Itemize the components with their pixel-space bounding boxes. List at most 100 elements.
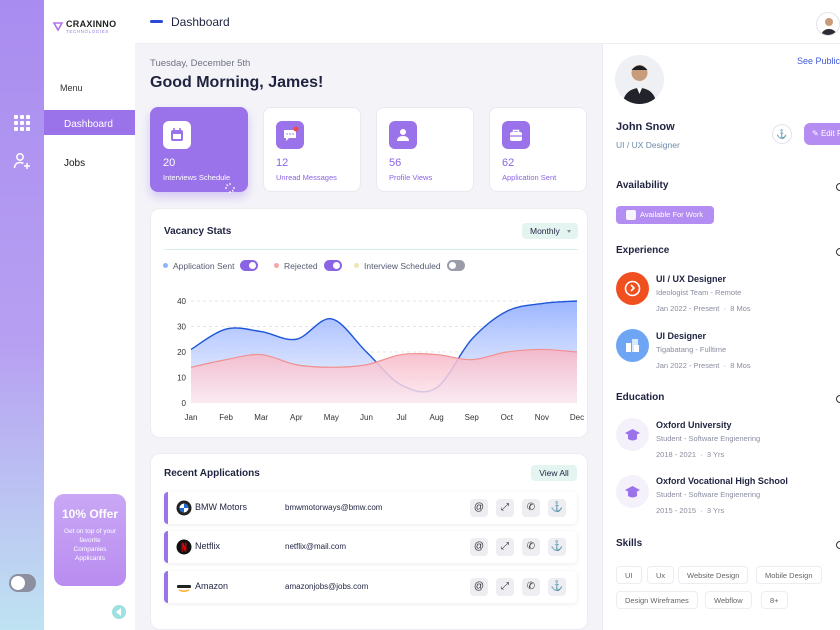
experience-meta: Jan 2022 - Present · 8 Mos bbox=[656, 361, 751, 370]
profile-avatar bbox=[615, 55, 664, 104]
share-anchor-button[interactable]: ⚓ bbox=[772, 124, 792, 144]
availability-badge[interactable]: Available For Work bbox=[616, 206, 714, 224]
sidebar-item-dashboard[interactable]: Dashboard bbox=[44, 110, 135, 135]
calendar-icon bbox=[163, 121, 191, 149]
open-link-button[interactable]: ⤢ bbox=[496, 499, 514, 517]
legend-interview-scheduled: Interview Scheduled bbox=[354, 260, 465, 271]
experience-title: Experience bbox=[616, 245, 670, 256]
section-more-icon[interactable] bbox=[836, 183, 840, 191]
company-email: bmwmotorways@bmw.com bbox=[285, 503, 383, 512]
experience-company: Ideologist Team - Remote bbox=[656, 288, 742, 297]
anchor-button[interactable]: ⚓ bbox=[548, 499, 566, 517]
call-button[interactable]: ✆ bbox=[522, 578, 540, 596]
skill-tag[interactable]: Mobile Design bbox=[756, 566, 822, 584]
experience-role: UI / UX Designer bbox=[656, 274, 727, 284]
rejected-toggle[interactable] bbox=[323, 260, 342, 271]
graduation-cap-icon bbox=[616, 418, 649, 451]
application-row[interactable]: Netflix netflix@mail.com @ ⤢ ✆ ⚓ bbox=[164, 531, 577, 563]
user-avatar[interactable] bbox=[816, 12, 840, 36]
company-name: Netflix bbox=[195, 541, 221, 551]
brand-logo[interactable]: CRAXINNO TECHNOLOGIES bbox=[52, 18, 132, 36]
stat-label: Unread Messages bbox=[276, 173, 337, 182]
grid-icon[interactable] bbox=[13, 114, 31, 132]
header-accent bbox=[150, 20, 163, 23]
collapse-sidebar-button[interactable] bbox=[112, 605, 126, 619]
skill-tag[interactable]: Website Design bbox=[678, 566, 749, 584]
cursor-click-icon bbox=[225, 183, 235, 193]
offer-card[interactable]: 10% Offer Get on top of your favorite Co… bbox=[54, 494, 126, 586]
stat-value: 56 bbox=[389, 157, 402, 169]
anchor-button[interactable]: ⚓ bbox=[548, 578, 566, 596]
education-school: Oxford University bbox=[656, 420, 732, 430]
period-dropdown[interactable]: Monthly bbox=[522, 223, 578, 239]
open-link-button[interactable]: ⤢ bbox=[496, 578, 514, 596]
offer-title: 10% Offer bbox=[61, 507, 119, 521]
y-tick-label: 30 bbox=[177, 323, 186, 332]
theme-toggle[interactable] bbox=[9, 574, 36, 592]
profile-photo-icon bbox=[615, 55, 664, 104]
application-row[interactable]: Amazon amazonjobs@jobs.com @ ⤢ ✆ ⚓ bbox=[164, 571, 577, 603]
legend-label: Interview Scheduled bbox=[364, 260, 441, 271]
edit-profile-button[interactable]: ✎ Edit P bbox=[804, 123, 840, 145]
application-sent-toggle[interactable] bbox=[240, 260, 259, 271]
page-title: Dashboard bbox=[171, 15, 230, 29]
view-all-button[interactable]: View All bbox=[531, 465, 577, 481]
greeting: Good Morning, James! bbox=[150, 74, 324, 91]
education-title: Education bbox=[616, 392, 665, 403]
amazon-logo-icon bbox=[177, 585, 191, 592]
availability-title: Availability bbox=[616, 180, 669, 191]
see-public-link[interactable]: See Public bbox=[797, 56, 840, 66]
skill-tag[interactable]: Ux bbox=[647, 566, 675, 584]
stat-card-profile-views[interactable]: 56 Profile Views bbox=[376, 107, 474, 192]
company-name: BMW Motors bbox=[195, 502, 248, 512]
ideologist-logo-icon bbox=[616, 272, 649, 305]
user-icon bbox=[389, 121, 417, 149]
stat-card-interviews[interactable]: 20 Interviews Schedule bbox=[150, 107, 248, 192]
open-link-button[interactable]: ⤢ bbox=[496, 538, 514, 556]
divider bbox=[164, 249, 578, 250]
y-tick-label: 40 bbox=[177, 297, 186, 306]
section-more-icon[interactable] bbox=[836, 541, 840, 549]
skill-tag[interactable]: 8+ bbox=[761, 591, 788, 609]
skill-tag[interactable]: Design Wireframes bbox=[616, 591, 698, 609]
x-tick-label: Mar bbox=[254, 413, 268, 422]
add-user-icon[interactable] bbox=[13, 152, 31, 170]
stat-value: 20 bbox=[163, 157, 176, 169]
x-tick-label: Feb bbox=[219, 413, 233, 422]
x-tick-label: Jun bbox=[360, 413, 373, 422]
experience-duration: 8 Mos bbox=[730, 361, 751, 370]
top-header: Dashboard bbox=[135, 0, 840, 44]
stat-value: 62 bbox=[502, 157, 515, 169]
legend-application-sent: Application Sent bbox=[163, 260, 259, 271]
x-tick-label: Jan bbox=[185, 413, 198, 422]
stat-card-applications[interactable]: 62 Application Sent bbox=[489, 107, 587, 192]
sidebar-item-jobs[interactable]: Jobs bbox=[64, 158, 86, 169]
application-row[interactable]: BMW Motors bmwmotorways@bmw.com @ ⤢ ✆ ⚓ bbox=[164, 492, 577, 524]
vacancy-stats-title: Vacancy Stats bbox=[164, 226, 232, 237]
stat-card-messages[interactable]: 12 Unread Messages bbox=[263, 107, 361, 192]
call-button[interactable]: ✆ bbox=[522, 499, 540, 517]
section-more-icon[interactable] bbox=[836, 395, 840, 403]
education-meta: 2015 - 2015 · 3 Yrs bbox=[656, 506, 725, 515]
legend-dot bbox=[354, 263, 359, 268]
skill-tag[interactable]: UI bbox=[616, 566, 642, 584]
education-period: 2015 - 2015 bbox=[656, 506, 697, 515]
section-more-icon[interactable] bbox=[836, 248, 840, 256]
availability-status: Available For Work bbox=[640, 210, 704, 219]
email-action-button[interactable]: @ bbox=[470, 499, 488, 517]
y-tick-label: 10 bbox=[177, 374, 186, 383]
x-tick-label: Aug bbox=[430, 413, 444, 422]
skill-tag[interactable]: Webflow bbox=[705, 591, 752, 609]
call-button[interactable]: ✆ bbox=[522, 538, 540, 556]
offer-text: Get on top of your favorite Companies Ap… bbox=[63, 528, 117, 562]
brand-subtitle: TECHNOLOGIES bbox=[66, 29, 109, 34]
profile-name: John Snow bbox=[616, 121, 675, 133]
x-tick-label: Sep bbox=[465, 413, 480, 422]
series-line-rejected bbox=[190, 348, 578, 368]
company-email: netflix@mail.com bbox=[285, 542, 347, 551]
email-action-button[interactable]: @ bbox=[470, 578, 488, 596]
briefcase-icon bbox=[626, 210, 636, 220]
interview-scheduled-toggle[interactable] bbox=[446, 260, 465, 271]
email-action-button[interactable]: @ bbox=[470, 538, 488, 556]
anchor-button[interactable]: ⚓ bbox=[548, 538, 566, 556]
